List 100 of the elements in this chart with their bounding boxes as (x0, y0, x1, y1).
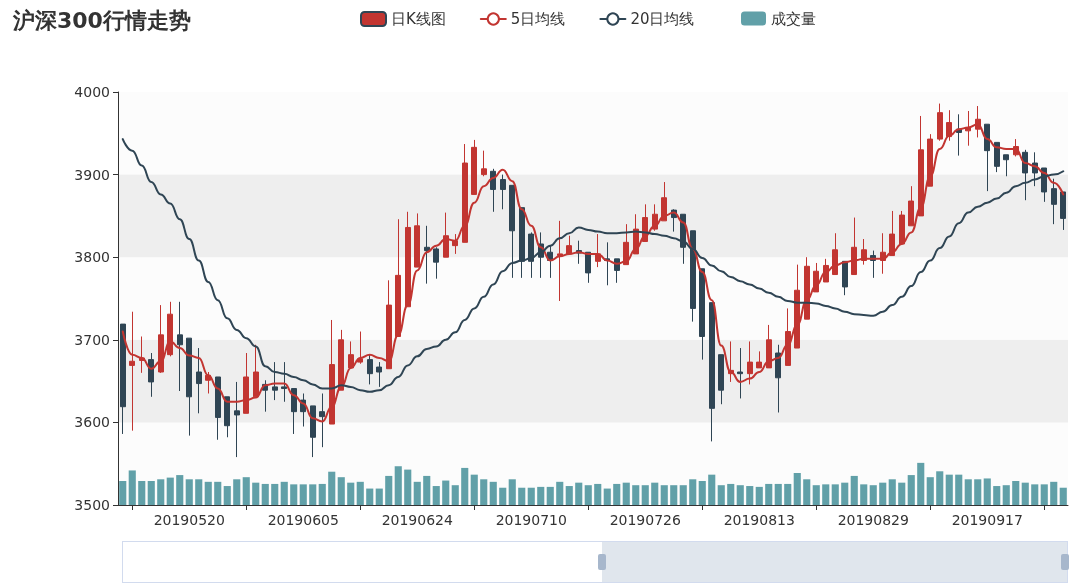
bar (622, 482, 630, 505)
candlestick (528, 231, 534, 279)
bar (508, 479, 516, 505)
candlestick (205, 371, 211, 394)
bar (271, 483, 279, 505)
candlestick (747, 340, 753, 385)
bar (404, 469, 412, 505)
candlestick (927, 133, 933, 187)
bar (746, 486, 754, 505)
y-tick-label: 3900 (74, 166, 110, 183)
bar (375, 488, 383, 505)
bar (575, 482, 583, 505)
candlestick (177, 301, 183, 392)
candlestick (585, 251, 591, 284)
bar (337, 477, 345, 505)
candlestick (756, 350, 762, 369)
bar (233, 479, 241, 505)
bar (945, 474, 953, 505)
candlestick (443, 212, 449, 258)
bar (1050, 481, 1058, 505)
bar (347, 482, 355, 505)
bar (850, 475, 858, 505)
bar (860, 484, 868, 505)
x-tick-label: 20190605 (267, 512, 339, 528)
candlestick (490, 168, 496, 213)
bar (147, 480, 155, 505)
bar (423, 475, 431, 505)
candlestick (794, 264, 800, 349)
bar (280, 481, 288, 505)
candlestick (566, 235, 572, 255)
candlestick (405, 211, 411, 308)
bar (983, 478, 991, 505)
bar (812, 485, 820, 505)
candlestick (519, 207, 525, 279)
candlestick (139, 336, 145, 374)
candlestick (215, 376, 221, 441)
candlestick (937, 103, 943, 142)
legend-label: 20日均线 (630, 10, 695, 28)
bar (765, 483, 773, 505)
candlestick (737, 347, 743, 399)
candlestick (395, 218, 401, 337)
candlestick (424, 225, 430, 285)
bar (841, 482, 849, 505)
bar (993, 486, 1001, 505)
x-tick-label: 20190710 (495, 512, 567, 528)
candlestick (224, 396, 230, 438)
bar (119, 480, 127, 505)
x-tick-label: 20190917 (951, 512, 1023, 528)
bar (546, 486, 554, 505)
bar (166, 477, 174, 505)
bar (366, 488, 374, 505)
candlestick (728, 340, 734, 383)
candlestick (956, 113, 962, 157)
bar (1059, 487, 1067, 505)
candlestick (1022, 149, 1028, 201)
candlestick (291, 388, 297, 435)
candlestick (367, 354, 373, 385)
bar (527, 487, 535, 505)
candlestick (775, 344, 781, 413)
bar (736, 485, 744, 505)
bar (964, 479, 972, 505)
bar (385, 475, 393, 505)
bar (660, 485, 668, 505)
candlestick (500, 174, 506, 210)
candlestick (186, 337, 192, 437)
bar (603, 488, 611, 505)
y-tick-label: 3800 (74, 249, 110, 266)
candlestick (823, 258, 829, 283)
y-tick-label: 3700 (74, 331, 110, 348)
bar (774, 483, 782, 505)
candlestick (766, 324, 772, 369)
bar (717, 485, 725, 505)
legend-label: 5日均线 (510, 10, 566, 28)
candlestick (452, 233, 458, 255)
bar (641, 485, 649, 505)
bar (537, 486, 545, 505)
bar (831, 484, 839, 505)
bar (898, 482, 906, 505)
bar (157, 479, 165, 505)
bar (755, 486, 763, 505)
candlestick (310, 405, 316, 458)
bar (451, 485, 459, 505)
bar (556, 481, 564, 505)
bar (480, 479, 488, 505)
candlestick (851, 217, 857, 276)
bar (651, 482, 659, 505)
bar (442, 480, 450, 505)
bar (565, 486, 573, 505)
bar (926, 477, 934, 505)
x-tick-label: 20190520 (153, 512, 225, 528)
bar (470, 474, 478, 505)
candlestick (196, 347, 202, 414)
candlestick (557, 220, 563, 302)
chart-title: 沪深300行情走势 (12, 7, 191, 33)
candlestick (509, 184, 515, 279)
bar (879, 482, 887, 505)
bar (461, 467, 469, 505)
candlestick (709, 302, 715, 442)
y-tick-label: 3600 (74, 414, 110, 431)
candlestick (357, 331, 363, 365)
